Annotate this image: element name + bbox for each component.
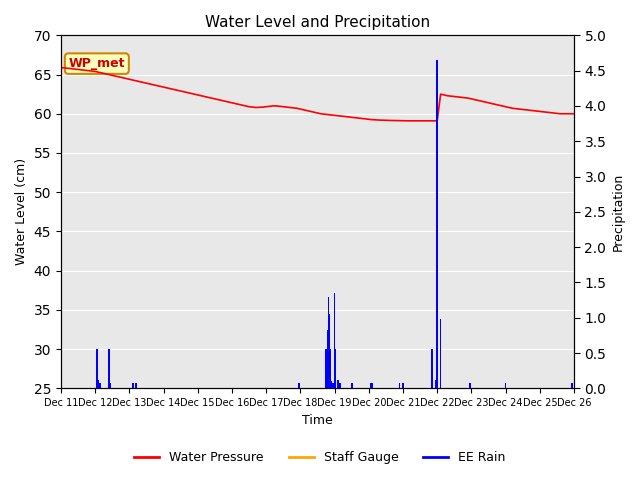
Y-axis label: Precipitation: Precipitation — [612, 173, 625, 251]
Bar — [337, 380, 339, 388]
Water Pressure — [416, 118, 424, 124]
Water Pressure — [382, 118, 390, 123]
Bar — [328, 297, 329, 388]
Water Pressure — [563, 111, 571, 117]
Bar — [371, 383, 373, 388]
Water Pressure — [57, 65, 65, 71]
Water Pressure — [238, 102, 246, 108]
Text: WP_met: WP_met — [68, 57, 125, 70]
Bar — [333, 293, 335, 388]
Bar — [109, 383, 111, 388]
Water Pressure — [307, 108, 314, 114]
Bar — [330, 371, 332, 388]
Bar — [440, 319, 442, 388]
Bar — [332, 383, 333, 388]
Bar — [108, 349, 109, 388]
Bar — [298, 383, 300, 388]
Bar — [505, 383, 506, 388]
Bar — [331, 383, 333, 388]
Bar — [132, 383, 134, 388]
Bar — [98, 380, 99, 388]
Water Pressure — [369, 117, 376, 122]
Bar — [325, 349, 327, 388]
Bar — [431, 349, 433, 388]
X-axis label: Time: Time — [302, 414, 333, 427]
Bar — [99, 383, 101, 388]
Bar — [572, 383, 573, 388]
Bar — [435, 380, 436, 388]
Bar — [370, 383, 371, 388]
Bar — [399, 383, 401, 388]
Bar — [329, 349, 331, 388]
Bar — [351, 383, 353, 388]
Bar — [436, 60, 438, 388]
Bar — [469, 383, 470, 388]
Bar — [330, 381, 332, 388]
Water Pressure — [430, 118, 438, 124]
Legend: Water Pressure, Staff Gauge, EE Rain: Water Pressure, Staff Gauge, EE Rain — [129, 446, 511, 469]
Bar — [96, 349, 98, 388]
Bar — [339, 383, 340, 388]
Line: Water Pressure: Water Pressure — [61, 68, 574, 121]
Water Pressure — [570, 111, 578, 117]
Bar — [402, 383, 404, 388]
Title: Water Level and Precipitation: Water Level and Precipitation — [205, 15, 430, 30]
Bar — [328, 314, 330, 388]
Bar — [135, 383, 137, 388]
Y-axis label: Water Level (cm): Water Level (cm) — [15, 158, 28, 265]
Bar — [327, 330, 328, 388]
Bar — [334, 349, 336, 388]
